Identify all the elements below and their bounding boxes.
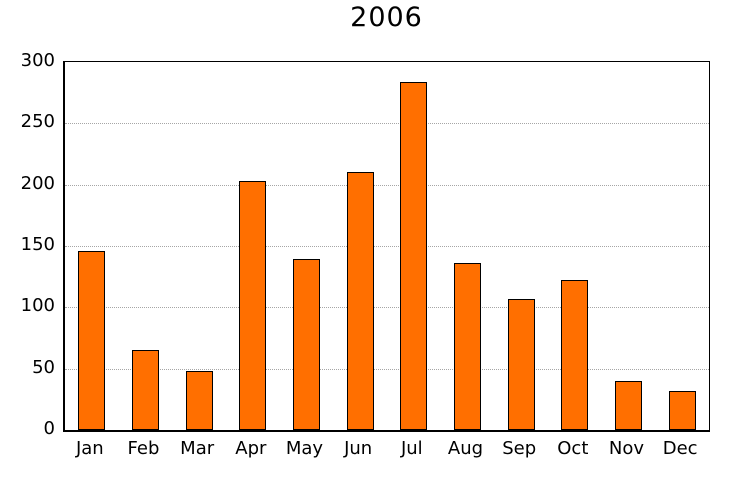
x-tick-label-apr: Apr: [235, 438, 267, 459]
x-tick-label-mar: Mar: [180, 438, 215, 459]
bar-dec: [668, 391, 696, 430]
bar-apr: [239, 181, 267, 430]
bar-may: [293, 259, 320, 430]
bar-sep: [507, 299, 535, 430]
gridline-250: [65, 123, 709, 125]
bar-nov: [615, 381, 642, 430]
x-tick-label-jun: Jun: [344, 438, 373, 459]
bar-feb: [132, 350, 159, 430]
x-tick-label-feb: Feb: [127, 438, 160, 459]
x-tick-label-jan: Jan: [75, 438, 104, 459]
plot-area: [63, 61, 710, 432]
x-tick-label-oct: Oct: [557, 438, 589, 459]
gridline-50: [65, 368, 709, 370]
y-tick-label-50: 50: [32, 356, 55, 378]
x-tick-label-nov: Nov: [608, 438, 645, 459]
x-tick-label-dec: Dec: [662, 438, 698, 459]
x-tick-label-may: May: [285, 438, 324, 459]
bar-oct: [561, 280, 589, 430]
gridline-150: [65, 246, 709, 247]
bar-jun: [346, 172, 374, 430]
y-tick-label-0: 0: [43, 418, 55, 439]
y-tick-label-100: 100: [20, 295, 55, 317]
bar-jan: [78, 251, 106, 430]
chart-title: 2006: [350, 2, 423, 33]
y-tick-label-200: 200: [20, 172, 55, 194]
y-tick-label-150: 150: [20, 234, 55, 255]
y-tick-label-250: 250: [20, 111, 55, 133]
bar-jul: [400, 82, 428, 430]
y-tick-label-300: 300: [20, 50, 55, 71]
gridline-200: [65, 184, 709, 186]
x-tick-label-jul: Jul: [400, 438, 423, 459]
bar-mar: [185, 371, 213, 430]
bar-aug: [454, 263, 481, 430]
x-tick-label-aug: Aug: [447, 438, 484, 459]
gridline-100: [65, 307, 709, 309]
x-tick-label-sep: Sep: [502, 438, 537, 459]
